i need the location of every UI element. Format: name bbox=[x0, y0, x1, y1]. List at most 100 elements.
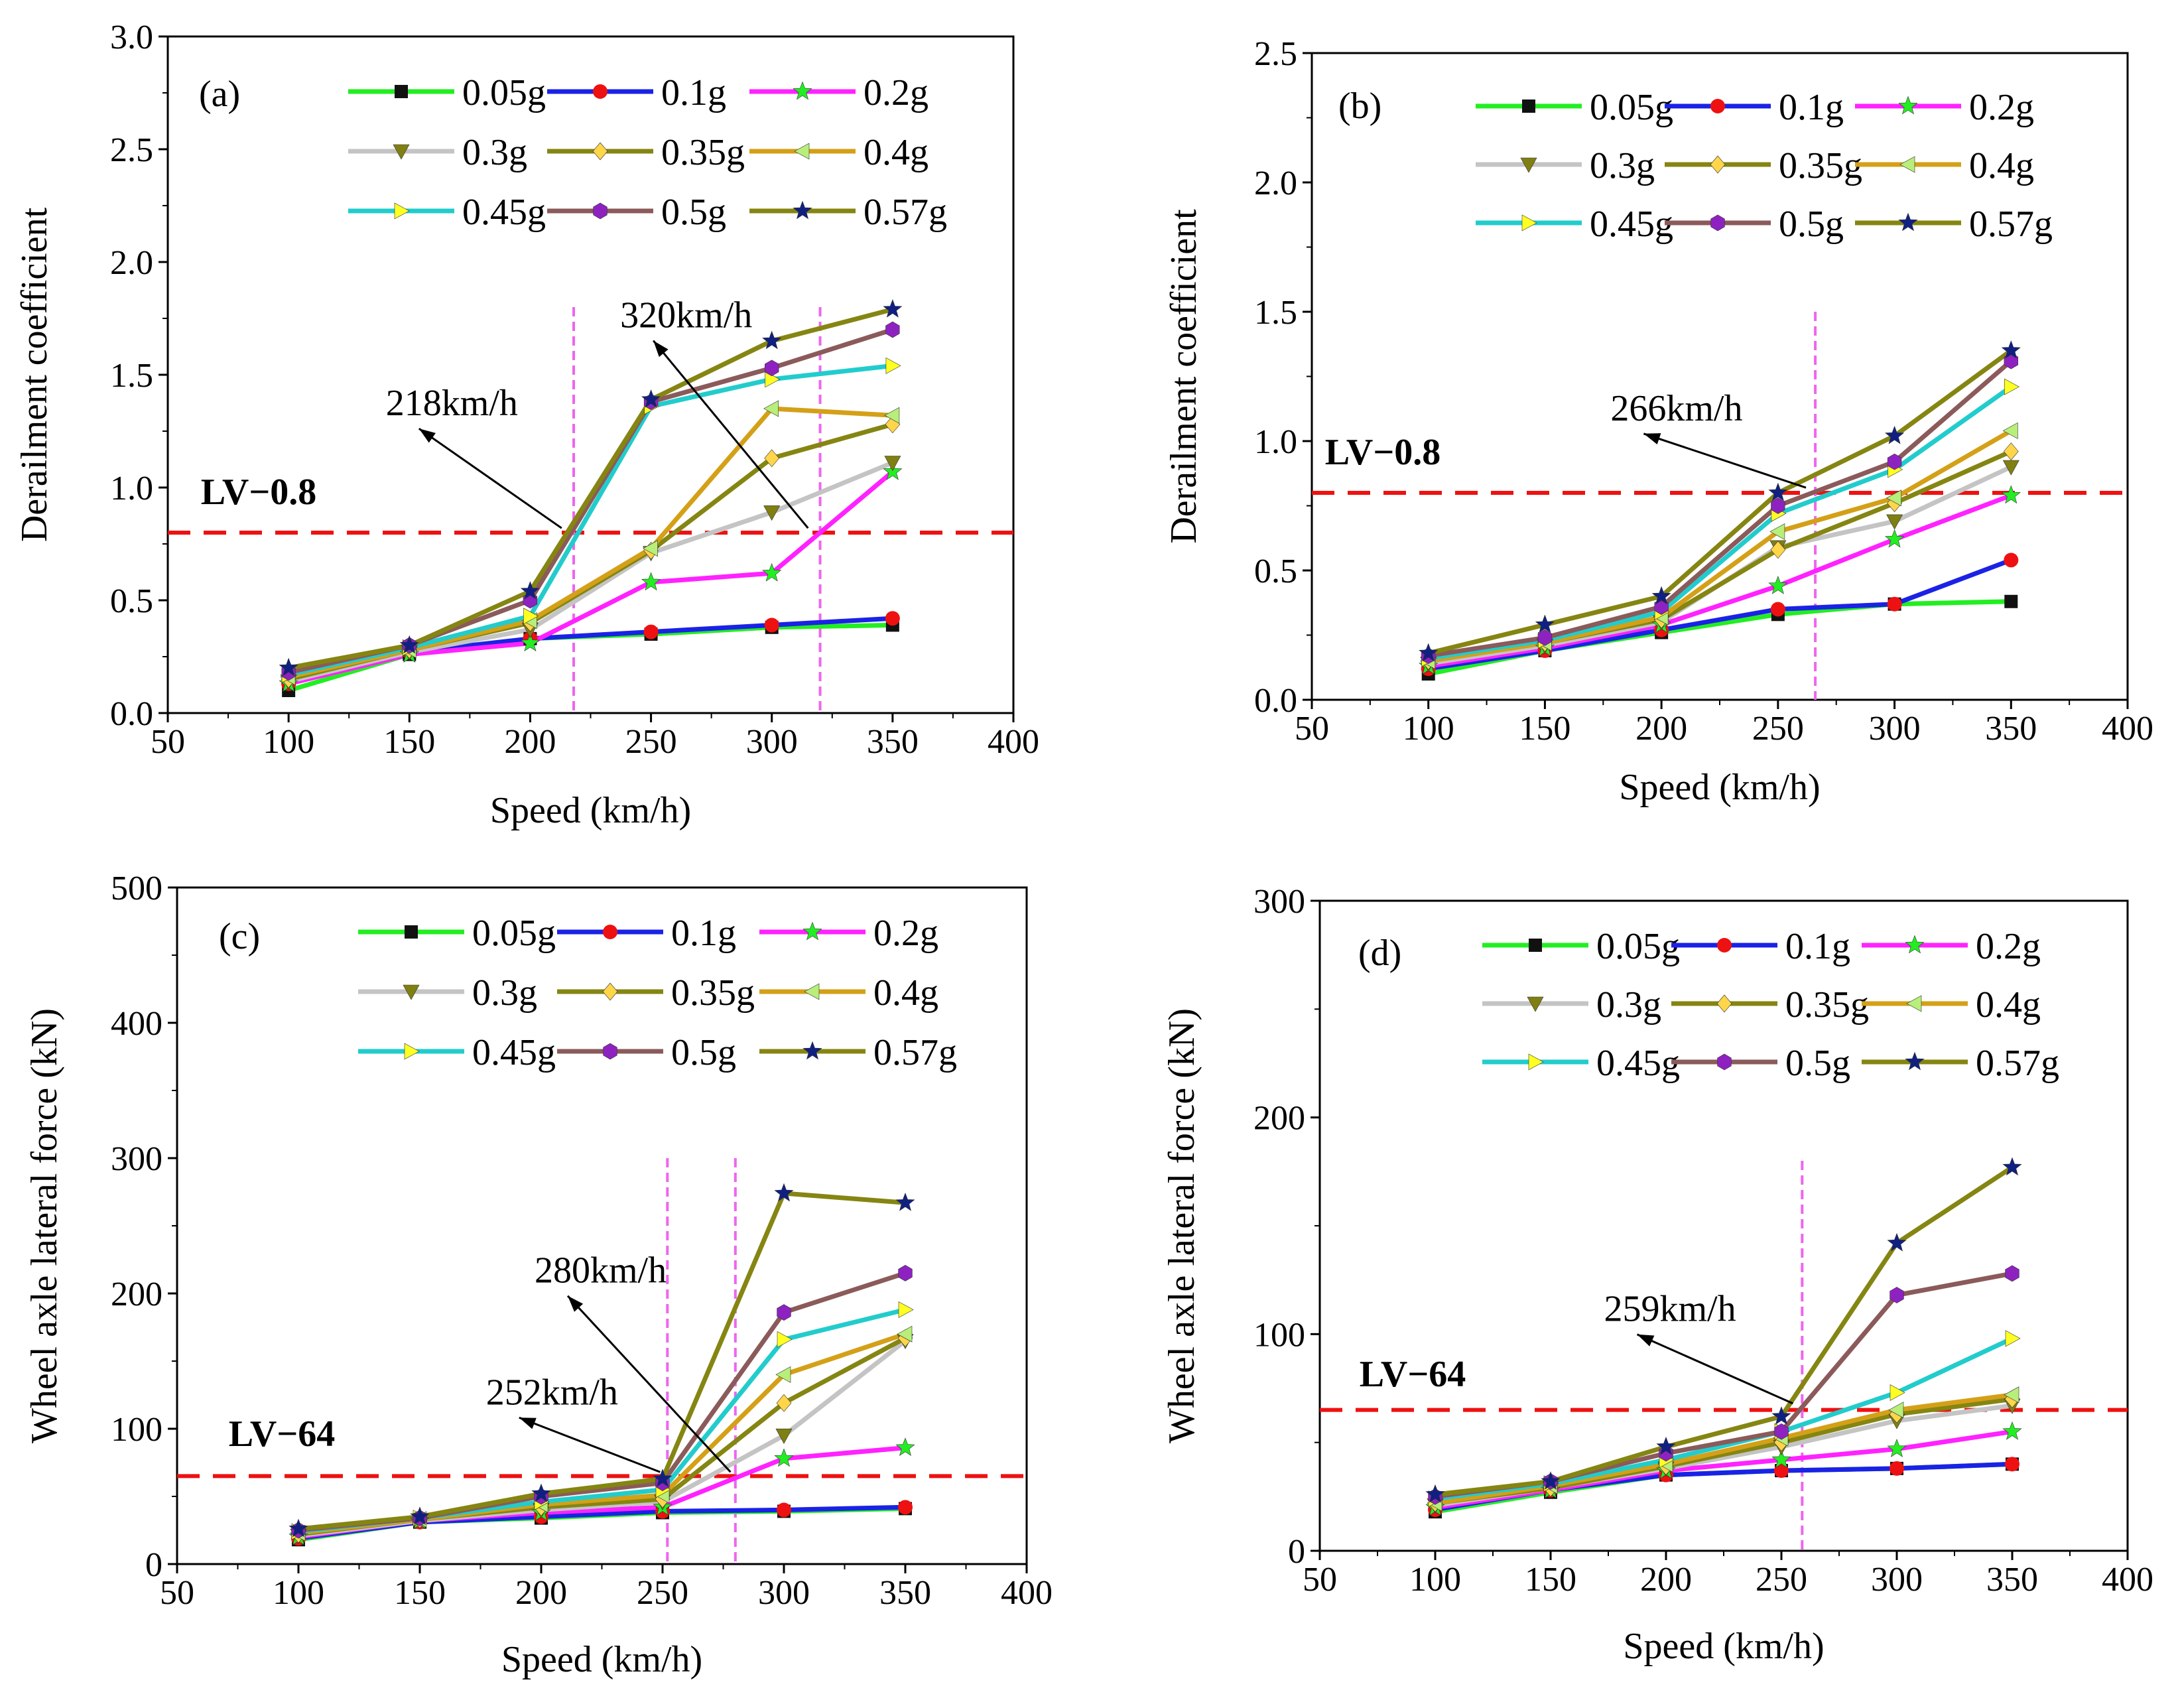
data-point-0.45g bbox=[777, 1331, 793, 1348]
series-line-0.05g bbox=[1426, 599, 2014, 677]
legend-marker-0.3g bbox=[1527, 996, 1544, 1012]
x-tick-label: 400 bbox=[2102, 710, 2153, 748]
x-tick-label: 50 bbox=[1303, 1561, 1337, 1599]
legend-marker-0.4g bbox=[1906, 995, 1922, 1012]
data-point-0.4g bbox=[1769, 523, 1785, 541]
y-tick-label: 1.0 bbox=[110, 470, 153, 507]
data-point-0.57g bbox=[653, 1469, 673, 1487]
x-tick-label: 150 bbox=[1525, 1561, 1576, 1599]
series-line-0.4g bbox=[1426, 428, 2014, 663]
data-point-0.35g bbox=[776, 1394, 792, 1412]
legend-marker-0.4g bbox=[1899, 156, 1915, 173]
y-tick-label: 100 bbox=[111, 1411, 162, 1449]
data-point-0.3g bbox=[775, 1428, 793, 1444]
data-point-0.57g bbox=[279, 657, 298, 677]
data-point-0.2g bbox=[1768, 576, 1788, 594]
annotation-arrowhead bbox=[418, 428, 436, 443]
y-tick-label: 2.5 bbox=[1254, 35, 1297, 73]
annotation-arrow bbox=[1636, 1333, 1794, 1405]
series-line-0.4g bbox=[1433, 1392, 2015, 1506]
limit-label: LV−64 bbox=[229, 1413, 336, 1455]
legend-label: 0.57g bbox=[873, 1032, 957, 1073]
data-point-0.57g bbox=[1419, 643, 1439, 662]
data-point-0.57g bbox=[1656, 1436, 1676, 1455]
data-point-0.1g bbox=[2005, 1457, 2019, 1472]
legend-marker-0.45g bbox=[394, 202, 410, 220]
legend-marker-0.4g bbox=[794, 143, 810, 160]
annotation-label: 320km/h bbox=[620, 295, 752, 336]
y-axis-title: Wheel axle lateral force (kN) bbox=[24, 1008, 65, 1443]
x-tick-label: 150 bbox=[1519, 710, 1570, 748]
x-tick-label: 100 bbox=[1403, 710, 1454, 748]
x-tick-label: 200 bbox=[504, 723, 556, 761]
legend-marker-0.57g bbox=[793, 200, 812, 220]
x-tick-label: 250 bbox=[637, 1574, 688, 1612]
legend-label: 0.3g bbox=[462, 132, 527, 173]
annotation-arrowhead bbox=[568, 1295, 584, 1312]
data-point-0.5g bbox=[898, 1265, 913, 1281]
data-point-0.5g bbox=[765, 360, 779, 377]
legend-label: 0.45g bbox=[472, 1032, 556, 1073]
legend-label: 0.05g bbox=[472, 913, 556, 954]
data-point-0.1g bbox=[1774, 1463, 1789, 1478]
annotation-arrowhead bbox=[519, 1417, 537, 1429]
legend-label: 0.2g bbox=[1969, 87, 2034, 128]
legend-marker-0.3g bbox=[1520, 157, 1537, 173]
data-point-0.45g bbox=[898, 1301, 914, 1319]
annotation-label: 266km/h bbox=[1610, 388, 1742, 429]
data-point-0.1g bbox=[1890, 1461, 1904, 1476]
legend-marker-0.3g bbox=[403, 984, 420, 1000]
series-line-0.57g bbox=[1433, 1165, 2015, 1497]
y-tick-label: 200 bbox=[1253, 1100, 1305, 1138]
legend-marker-0.1g bbox=[1717, 938, 1732, 953]
data-point-0.57g bbox=[895, 1192, 915, 1211]
legend-label: 0.35g bbox=[1779, 145, 1862, 186]
data-point-0.4g bbox=[2002, 422, 2018, 439]
legend-marker-0.57g bbox=[802, 1041, 822, 1060]
legend-marker-0.35g bbox=[1716, 994, 1732, 1013]
data-point-0.3g bbox=[1886, 514, 1903, 530]
data-point-0.57g bbox=[1771, 1406, 1791, 1425]
data-point-0.1g bbox=[2004, 553, 2019, 568]
data-point-0.45g bbox=[1890, 1384, 1905, 1402]
series-line-0.57g bbox=[1426, 348, 2014, 656]
data-point-0.57g bbox=[641, 389, 661, 408]
data-point-0.2g bbox=[641, 572, 661, 591]
y-tick-label: 0.5 bbox=[110, 582, 153, 620]
data-point-0.35g bbox=[764, 449, 780, 468]
y-tick-label: 300 bbox=[111, 1140, 162, 1178]
legend-marker-0.4g bbox=[804, 983, 820, 1000]
x-axis-title: Speed (km/h) bbox=[490, 790, 691, 831]
data-point-0.1g bbox=[1770, 602, 1785, 617]
annotation-arrow bbox=[519, 1416, 661, 1473]
legend-marker-0.1g bbox=[593, 84, 608, 99]
data-point-0.4g bbox=[897, 1325, 913, 1343]
annotation-arrow bbox=[418, 427, 562, 529]
legend-label: 0.05g bbox=[462, 72, 546, 113]
y-tick-label: 0 bbox=[1288, 1533, 1305, 1571]
data-point-0.1g bbox=[898, 1500, 913, 1515]
data-point-0.2g bbox=[1884, 529, 1905, 548]
series-line-0.57g bbox=[286, 306, 895, 671]
y-tick-label: 200 bbox=[111, 1276, 162, 1313]
legend-marker-0.5g bbox=[593, 202, 608, 220]
series-line-0.5g bbox=[1426, 358, 2014, 659]
data-point-0.35g bbox=[2003, 442, 2019, 461]
y-tick-label: 300 bbox=[1253, 883, 1305, 921]
annotation-label: 280km/h bbox=[535, 1250, 667, 1291]
data-point-0.4g bbox=[2004, 1386, 2019, 1404]
y-tick-label: 1.5 bbox=[110, 357, 153, 395]
legend-label: 0.57g bbox=[1976, 1043, 2059, 1084]
legend-marker-0.2g bbox=[1898, 96, 1918, 115]
legend-label: 0.35g bbox=[1785, 984, 1869, 1025]
y-tick-label: 0.0 bbox=[1254, 682, 1297, 720]
legend-marker-0.1g bbox=[603, 925, 617, 939]
x-tick-label: 200 bbox=[515, 1574, 567, 1612]
x-tick-label: 50 bbox=[1295, 710, 1329, 748]
x-tick-label: 100 bbox=[1409, 1561, 1461, 1599]
legend-marker-0.5g bbox=[603, 1043, 617, 1060]
data-point-0.57g bbox=[1651, 586, 1671, 605]
annotation-arrow bbox=[1643, 432, 1807, 489]
y-tick-label: 0 bbox=[145, 1546, 162, 1584]
legend-label: 0.35g bbox=[661, 132, 745, 173]
